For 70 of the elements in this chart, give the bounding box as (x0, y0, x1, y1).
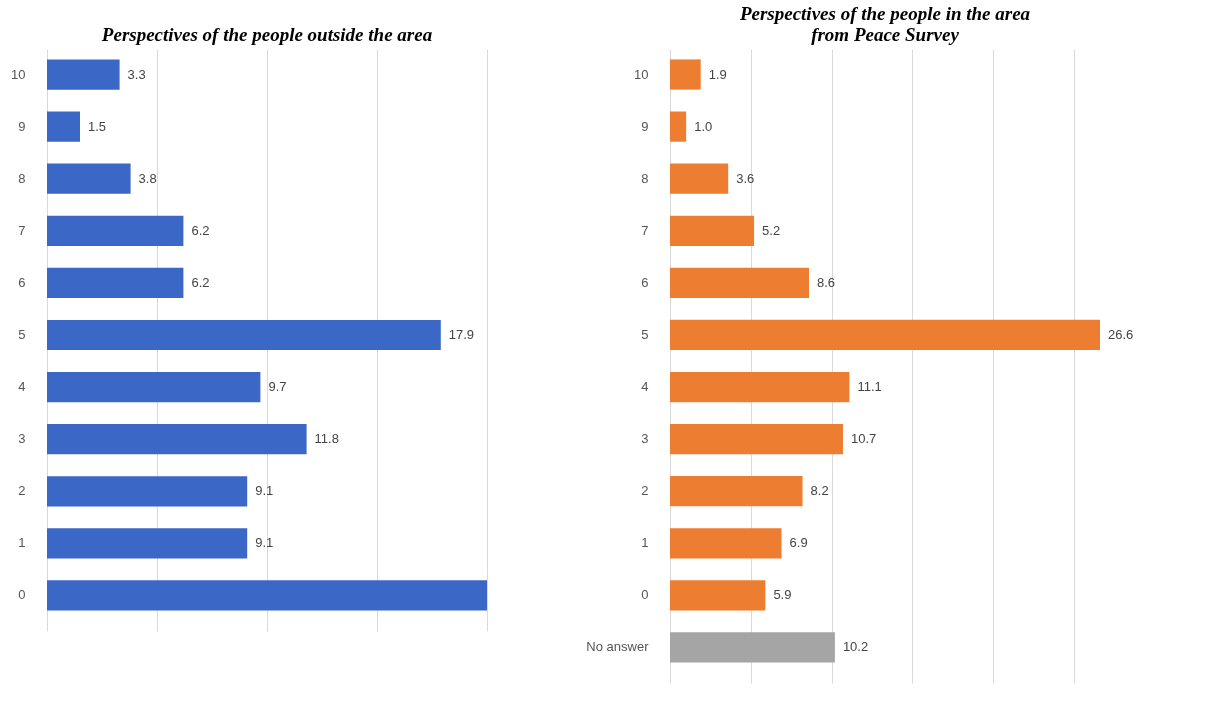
bar (47, 528, 248, 559)
y-tick-label: 8 (641, 170, 649, 186)
y-tick-label: 5 (18, 327, 26, 342)
bar (47, 59, 120, 90)
data-label: 1.5 (88, 118, 107, 134)
y-tick-label: 7 (18, 222, 26, 238)
data-label: 6.2 (191, 222, 210, 238)
y-tick-label: 2 (641, 483, 649, 499)
y-tick-label: 5 (641, 326, 649, 342)
chart-title: Perspectives of the people outside the area (100, 24, 433, 45)
bar (670, 528, 782, 559)
chart-title: Perspectives of the people in the area from Peace Survey (738, 3, 1031, 45)
bar (47, 319, 441, 351)
data-label: 9.1 (255, 535, 274, 551)
y-tick-label: 0 (641, 587, 649, 603)
data-label: 11.8 (314, 431, 339, 447)
bar (47, 371, 261, 403)
bar (670, 163, 729, 194)
data-label: 3.6 (736, 170, 755, 186)
data-label: 10.2 (842, 639, 869, 655)
bar (670, 215, 755, 246)
y-tick-label: 3 (641, 431, 649, 447)
bar (670, 319, 1100, 351)
data-label: 11.1 (857, 379, 882, 395)
bar (670, 371, 850, 403)
bar (47, 580, 487, 611)
data-label: 3.8 (138, 170, 157, 186)
y-tick-label: 9 (18, 118, 26, 134)
y-tick-label: 2 (18, 483, 26, 499)
bar (47, 163, 131, 194)
bar (670, 267, 810, 298)
data-label: 8.6 (817, 274, 836, 290)
y-tick-label: 9 (641, 118, 649, 134)
data-label: 5.2 (762, 222, 781, 238)
data-label: 3.3 (127, 66, 146, 82)
data-label: 1.9 (708, 66, 727, 82)
bar (670, 580, 766, 611)
data-label: 5.9 (773, 587, 792, 603)
data-label: 9.7 (268, 379, 287, 395)
bar (47, 476, 248, 507)
bar (670, 632, 835, 663)
data-label: 1.0 (694, 118, 713, 134)
y-tick-label: No answer (586, 639, 650, 655)
data-label: 6.9 (789, 535, 808, 551)
bar (670, 424, 843, 455)
bar (47, 424, 307, 455)
y-tick-label: 3 (18, 431, 26, 447)
data-label: 8.2 (810, 483, 829, 499)
y-tick-label: 7 (641, 222, 649, 238)
data-label: 9.1 (255, 483, 274, 499)
y-tick-label: 10 (634, 66, 649, 82)
data-label: 10.7 (850, 431, 877, 447)
y-tick-label: 8 (18, 170, 26, 186)
y-tick-label: 1 (18, 535, 26, 551)
y-tick-label: 6 (641, 274, 649, 290)
y-tick-label: 4 (641, 379, 649, 395)
bar (47, 111, 80, 142)
y-tick-label: 4 (18, 379, 26, 395)
data-label: 26.6 (1108, 326, 1134, 342)
data-label: 17.9 (448, 327, 475, 342)
y-tick-label: 1 (641, 535, 649, 551)
bar (47, 215, 184, 246)
bar (670, 476, 803, 507)
y-tick-label: 10 (11, 66, 26, 82)
y-tick-label: 6 (18, 274, 26, 290)
data-label: 6.2 (191, 274, 210, 290)
bar (670, 111, 687, 142)
y-tick-label: 0 (18, 587, 26, 603)
bar (47, 267, 184, 299)
bar (670, 59, 701, 90)
